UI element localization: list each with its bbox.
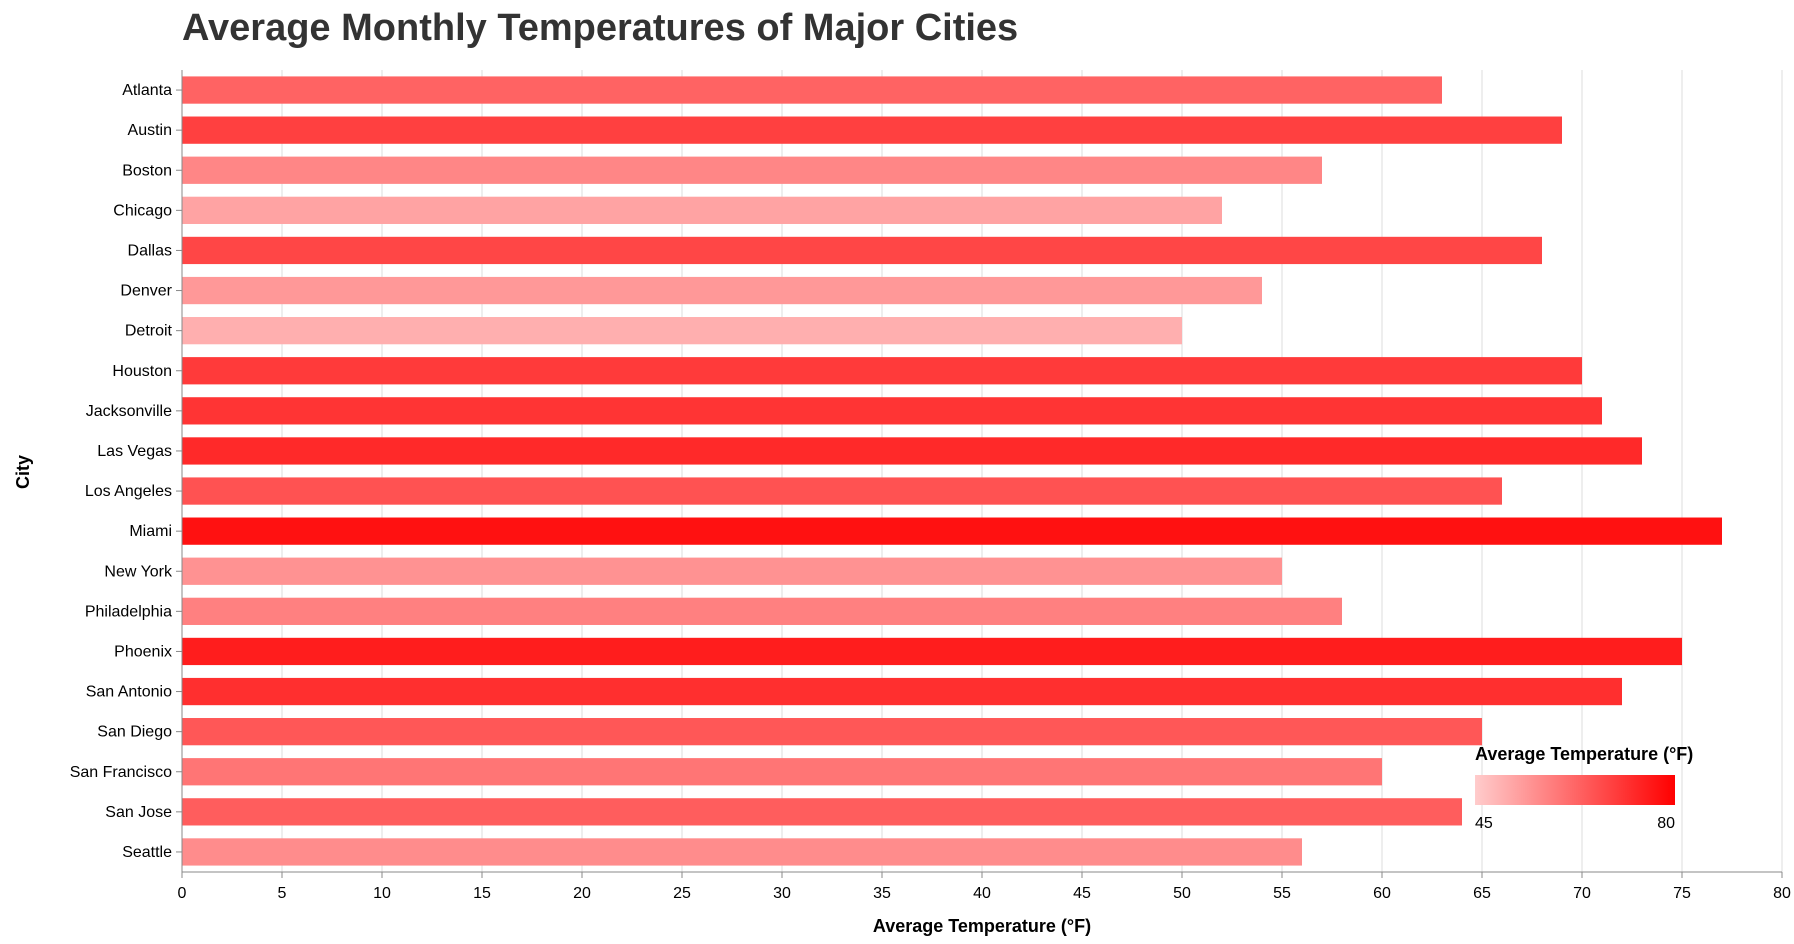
bar-atlanta <box>182 76 1442 104</box>
y-tick-label: Phoenix <box>114 643 172 660</box>
bar-jacksonville <box>182 397 1602 425</box>
x-tick-label: 70 <box>1573 885 1591 902</box>
bar-las-vegas <box>182 437 1642 465</box>
legend-min-label: 45 <box>1475 815 1493 832</box>
y-tick-label: Jacksonville <box>86 403 172 420</box>
y-tick-label: San Antonio <box>86 684 172 701</box>
x-axis-title: Average Temperature (°F) <box>873 916 1091 936</box>
y-tick-label: Houston <box>112 363 172 380</box>
legend-gradient-bar <box>1475 775 1675 805</box>
y-tick-label: San Francisco <box>70 764 172 781</box>
y-tick-label: Chicago <box>113 202 172 219</box>
bar-new-york <box>182 557 1282 585</box>
bar-miami <box>182 517 1722 545</box>
x-tick-label: 20 <box>573 885 591 902</box>
y-tick-label: Miami <box>129 523 172 540</box>
legend: Average Temperature (°F) 45 80 <box>1475 744 1693 832</box>
y-tick-label: Boston <box>122 162 172 179</box>
bars <box>182 76 1722 866</box>
x-tick-label: 15 <box>473 885 491 902</box>
x-tick-label: 25 <box>673 885 691 902</box>
x-tick-label: 50 <box>1173 885 1191 902</box>
y-tick-label: Dallas <box>128 242 172 259</box>
y-tick-label: Los Angeles <box>85 483 172 500</box>
bar-los-angeles <box>182 477 1502 505</box>
y-tick-label: Detroit <box>125 323 173 340</box>
y-tick-label: Las Vegas <box>97 443 172 460</box>
x-tick-label: 40 <box>973 885 991 902</box>
bar-phoenix <box>182 637 1682 666</box>
x-tick-label: 30 <box>773 885 791 902</box>
x-tick-label: 10 <box>373 885 391 902</box>
x-tick-label: 0 <box>178 885 187 902</box>
bar-boston <box>182 156 1322 184</box>
x-tick-label: 65 <box>1473 885 1491 902</box>
bar-seattle <box>182 838 1302 866</box>
x-tick-label: 5 <box>278 885 287 902</box>
x-tick-label: 80 <box>1773 885 1791 902</box>
y-tick-label: San Jose <box>105 804 172 821</box>
bar-dallas <box>182 236 1542 265</box>
y-tick-label: Austin <box>128 122 172 139</box>
y-tick-label: New York <box>104 563 173 580</box>
y-tick-label: Atlanta <box>122 82 172 99</box>
bar-san-francisco <box>182 758 1382 786</box>
x-tick-label: 75 <box>1673 885 1691 902</box>
bar-san-jose <box>182 798 1462 826</box>
y-tick-label: Philadelphia <box>85 603 172 620</box>
bar-detroit <box>182 317 1182 345</box>
y-axis-title: City <box>13 455 33 489</box>
bar-houston <box>182 357 1582 385</box>
y-tick-label: San Diego <box>97 724 172 741</box>
y-tick-label: Denver <box>120 283 172 300</box>
bar-chicago <box>182 196 1222 224</box>
legend-max-label: 80 <box>1657 815 1675 832</box>
bar-san-antonio <box>182 677 1622 706</box>
chart-title: Average Monthly Temperatures of Major Ci… <box>182 7 1018 49</box>
bar-denver <box>182 276 1262 305</box>
bar-philadelphia <box>182 597 1342 625</box>
x-tick-label: 45 <box>1073 885 1091 902</box>
legend-title: Average Temperature (°F) <box>1475 744 1693 764</box>
y-tick-label: Seattle <box>122 844 172 861</box>
bar-austin <box>182 116 1562 144</box>
axes: 0 5 10 15 20 25 30 35 40 45 50 55 60 65 70 75 80 Atlanta A… <box>70 70 1791 902</box>
bar-san-diego <box>182 718 1482 746</box>
x-tick-label: 35 <box>873 885 891 902</box>
x-tick-label: 60 <box>1373 885 1391 902</box>
x-tick-label: 55 <box>1273 885 1291 902</box>
